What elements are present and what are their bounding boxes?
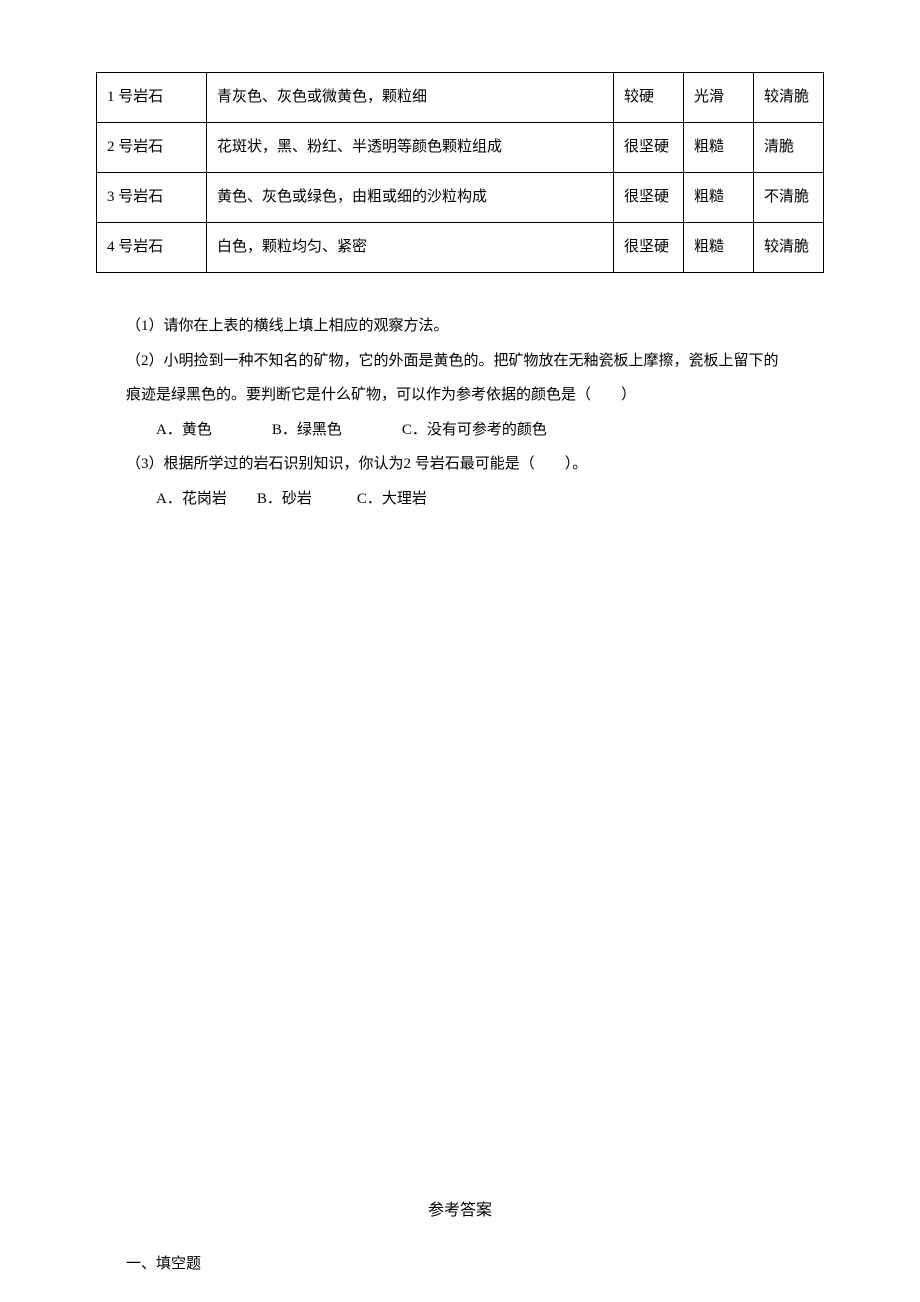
cell-brittle: 较清脆 [754,223,824,273]
question-1: （1）请你在上表的横线上填上相应的观察方法。 [96,309,824,344]
cell-desc: 花斑状，黑、粉红、半透明等颜色颗粒组成 [207,123,614,173]
table-row: 1 号岩石 青灰色、灰色或微黄色，颗粒细 较硬 光滑 较清脆 [97,73,824,123]
cell-desc: 青灰色、灰色或微黄色，颗粒细 [207,73,614,123]
cell-surface: 粗糙 [684,223,754,273]
cell-surface: 光滑 [684,73,754,123]
table-row: 3 号岩石 黄色、灰色或绿色，由粗或细的沙粒构成 很坚硬 粗糙 不清脆 [97,173,824,223]
cell-hardness: 很坚硬 [614,223,684,273]
table-row: 2 号岩石 花斑状，黑、粉红、半透明等颜色颗粒组成 很坚硬 粗糙 清脆 [97,123,824,173]
cell-name: 3 号岩石 [97,173,207,223]
cell-brittle: 清脆 [754,123,824,173]
question-3-line1: （3）根据所学过的岩石识别知识，你认为2 号岩石最可能是（ ）。 [96,447,824,482]
cell-desc: 白色，颗粒均匀、紧密 [207,223,614,273]
cell-hardness: 很坚硬 [614,173,684,223]
table-row: 4 号岩石 白色，颗粒均匀、紧密 很坚硬 粗糙 较清脆 [97,223,824,273]
cell-brittle: 不清脆 [754,173,824,223]
cell-hardness: 很坚硬 [614,123,684,173]
question-3-options: A．花岗岩 B．砂岩 C．大理岩 [96,482,824,517]
cell-surface: 粗糙 [684,123,754,173]
cell-name: 1 号岩石 [97,73,207,123]
question-block: （1）请你在上表的横线上填上相应的观察方法。 （2）小明捡到一种不知名的矿物，它… [96,309,824,516]
answers-section-1: 一、填空题 [96,1252,824,1273]
cell-name: 2 号岩石 [97,123,207,173]
answers-title: 参考答案 [96,1196,824,1220]
question-2-line1: （2）小明捡到一种不知名的矿物，它的外面是黄色的。把矿物放在无釉瓷板上摩擦，瓷板… [96,344,824,379]
question-2-options: A．黄色 B．绿黑色 C．没有可参考的颜色 [96,413,824,448]
cell-brittle: 较清脆 [754,73,824,123]
cell-hardness: 较硬 [614,73,684,123]
cell-desc: 黄色、灰色或绿色，由粗或细的沙粒构成 [207,173,614,223]
rock-table: 1 号岩石 青灰色、灰色或微黄色，颗粒细 较硬 光滑 较清脆 2 号岩石 花斑状… [96,72,824,273]
cell-name: 4 号岩石 [97,223,207,273]
cell-surface: 粗糙 [684,173,754,223]
answers-section: 参考答案 一、填空题 [96,1196,824,1273]
question-2-line2: 痕迹是绿黑色的。要判断它是什么矿物，可以作为参考依据的颜色是（ ） [96,378,824,413]
